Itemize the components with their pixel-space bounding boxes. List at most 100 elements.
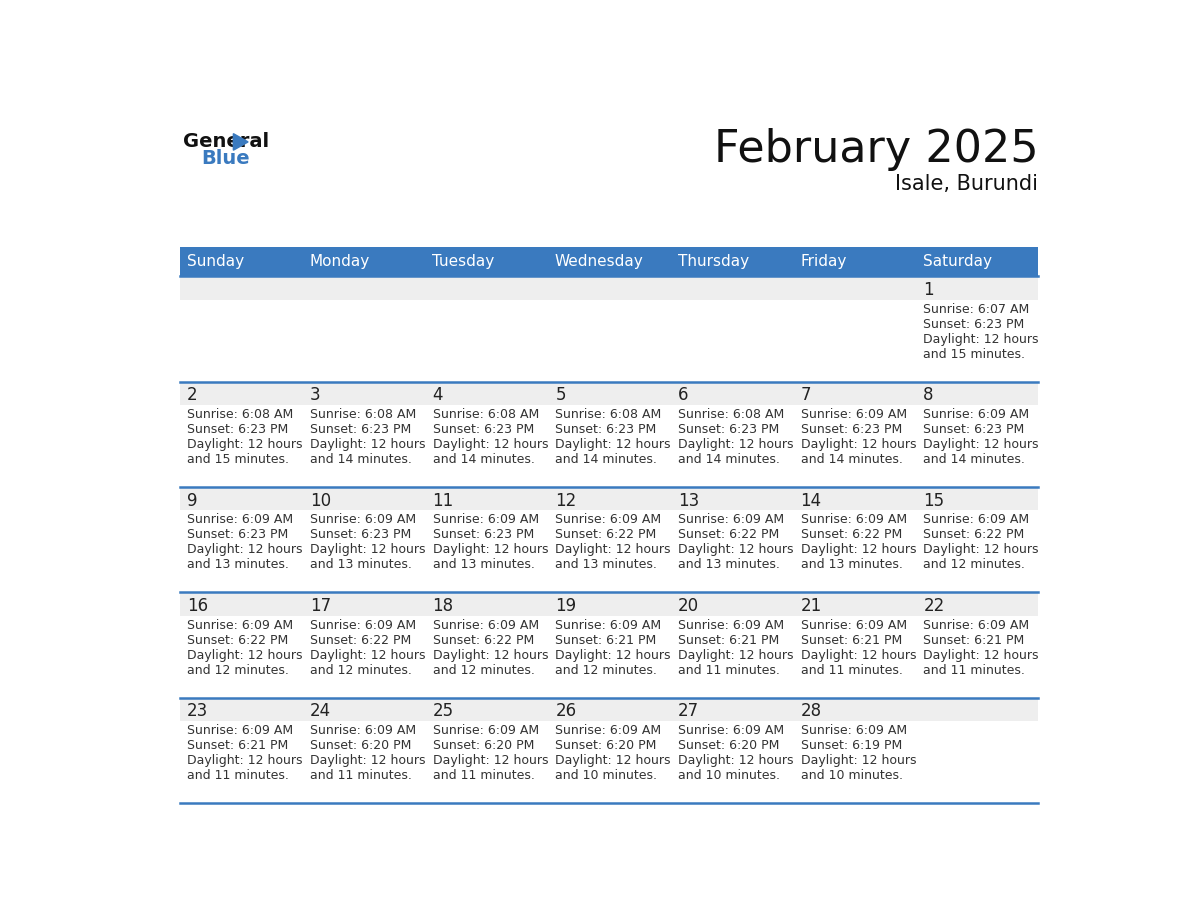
Text: Sunset: 6:23 PM: Sunset: 6:23 PM (432, 423, 533, 436)
Bar (425, 721, 548, 803)
Text: Thursday: Thursday (677, 254, 748, 269)
Bar (916, 299, 1038, 382)
Text: Sunrise: 6:08 AM: Sunrise: 6:08 AM (555, 409, 662, 421)
Text: Daylight: 12 hours: Daylight: 12 hours (188, 754, 303, 767)
Bar (548, 247, 670, 276)
Bar (792, 405, 916, 487)
Text: Sunrise: 6:09 AM: Sunrise: 6:09 AM (310, 513, 416, 526)
Bar (916, 247, 1038, 276)
Bar (425, 382, 548, 405)
Text: Sunset: 6:21 PM: Sunset: 6:21 PM (188, 739, 289, 752)
Text: and 13 minutes.: and 13 minutes. (801, 558, 903, 571)
Text: Sunset: 6:22 PM: Sunset: 6:22 PM (188, 633, 289, 647)
Text: Sunset: 6:23 PM: Sunset: 6:23 PM (923, 318, 1024, 330)
Text: Daylight: 12 hours: Daylight: 12 hours (678, 649, 794, 662)
Text: and 12 minutes.: and 12 minutes. (432, 664, 535, 677)
Text: 17: 17 (310, 597, 331, 615)
Text: General: General (183, 131, 270, 151)
Text: Daylight: 12 hours: Daylight: 12 hours (801, 543, 916, 556)
Text: and 10 minutes.: and 10 minutes. (678, 769, 781, 782)
Bar (792, 592, 916, 616)
Text: Sunset: 6:23 PM: Sunset: 6:23 PM (801, 423, 902, 436)
Text: Daylight: 12 hours: Daylight: 12 hours (678, 543, 794, 556)
Bar (179, 698, 302, 721)
Text: 12: 12 (555, 492, 576, 509)
Text: 11: 11 (432, 492, 454, 509)
Text: 26: 26 (555, 702, 576, 721)
Bar (670, 487, 792, 510)
Text: and 13 minutes.: and 13 minutes. (188, 558, 289, 571)
Text: Daylight: 12 hours: Daylight: 12 hours (801, 649, 916, 662)
Bar (916, 405, 1038, 487)
Bar (548, 721, 670, 803)
Text: 14: 14 (801, 492, 822, 509)
Bar (548, 299, 670, 382)
Bar (548, 276, 670, 299)
Text: 2: 2 (188, 386, 198, 405)
Bar (548, 698, 670, 721)
Text: 10: 10 (310, 492, 331, 509)
Text: Sunrise: 6:08 AM: Sunrise: 6:08 AM (188, 409, 293, 421)
Text: Sunset: 6:23 PM: Sunset: 6:23 PM (188, 423, 289, 436)
Bar (425, 299, 548, 382)
Text: and 11 minutes.: and 11 minutes. (678, 664, 779, 677)
Text: 28: 28 (801, 702, 822, 721)
Text: 25: 25 (432, 702, 454, 721)
Text: Sunrise: 6:09 AM: Sunrise: 6:09 AM (678, 513, 784, 526)
Text: Sunday: Sunday (187, 254, 244, 269)
Text: Daylight: 12 hours: Daylight: 12 hours (555, 754, 671, 767)
Text: and 13 minutes.: and 13 minutes. (555, 558, 657, 571)
Text: Daylight: 12 hours: Daylight: 12 hours (801, 754, 916, 767)
Text: Sunrise: 6:09 AM: Sunrise: 6:09 AM (432, 619, 538, 632)
Text: Sunset: 6:23 PM: Sunset: 6:23 PM (310, 529, 411, 542)
Text: Sunset: 6:23 PM: Sunset: 6:23 PM (678, 423, 779, 436)
Text: 15: 15 (923, 492, 944, 509)
Bar (670, 247, 792, 276)
Text: Daylight: 12 hours: Daylight: 12 hours (310, 754, 425, 767)
Bar (548, 592, 670, 616)
Bar (179, 405, 302, 487)
Text: and 12 minutes.: and 12 minutes. (555, 664, 657, 677)
Text: Sunset: 6:23 PM: Sunset: 6:23 PM (310, 423, 411, 436)
Text: Wednesday: Wednesday (555, 254, 644, 269)
Bar (179, 382, 302, 405)
Bar (425, 247, 548, 276)
Text: Blue: Blue (201, 149, 249, 168)
Text: Daylight: 12 hours: Daylight: 12 hours (923, 649, 1038, 662)
Text: Sunset: 6:20 PM: Sunset: 6:20 PM (678, 739, 779, 752)
Bar (916, 592, 1038, 616)
Text: Sunset: 6:20 PM: Sunset: 6:20 PM (555, 739, 657, 752)
Text: 27: 27 (678, 702, 699, 721)
Text: Sunrise: 6:09 AM: Sunrise: 6:09 AM (801, 513, 906, 526)
Text: and 11 minutes.: and 11 minutes. (188, 769, 289, 782)
Text: and 10 minutes.: and 10 minutes. (555, 769, 657, 782)
Text: Isale, Burundi: Isale, Burundi (896, 174, 1038, 194)
Text: Daylight: 12 hours: Daylight: 12 hours (923, 543, 1038, 556)
Bar (425, 616, 548, 698)
Bar (179, 721, 302, 803)
Text: and 11 minutes.: and 11 minutes. (801, 664, 903, 677)
Bar (670, 382, 792, 405)
Text: and 13 minutes.: and 13 minutes. (432, 558, 535, 571)
Text: 9: 9 (188, 492, 197, 509)
Text: and 11 minutes.: and 11 minutes. (432, 769, 535, 782)
Text: 13: 13 (678, 492, 700, 509)
Text: and 10 minutes.: and 10 minutes. (801, 769, 903, 782)
Bar (302, 382, 425, 405)
Bar (670, 405, 792, 487)
Text: 16: 16 (188, 597, 208, 615)
Bar (670, 299, 792, 382)
Text: and 14 minutes.: and 14 minutes. (310, 453, 412, 466)
Text: Daylight: 12 hours: Daylight: 12 hours (188, 543, 303, 556)
Bar (916, 616, 1038, 698)
Text: Sunrise: 6:09 AM: Sunrise: 6:09 AM (801, 619, 906, 632)
Text: Daylight: 12 hours: Daylight: 12 hours (432, 649, 548, 662)
Bar (548, 487, 670, 510)
Text: and 12 minutes.: and 12 minutes. (310, 664, 412, 677)
Text: Sunset: 6:19 PM: Sunset: 6:19 PM (801, 739, 902, 752)
Text: Daylight: 12 hours: Daylight: 12 hours (432, 543, 548, 556)
Text: Daylight: 12 hours: Daylight: 12 hours (923, 438, 1038, 451)
Bar (425, 510, 548, 592)
Text: and 11 minutes.: and 11 minutes. (310, 769, 412, 782)
Bar (670, 592, 792, 616)
